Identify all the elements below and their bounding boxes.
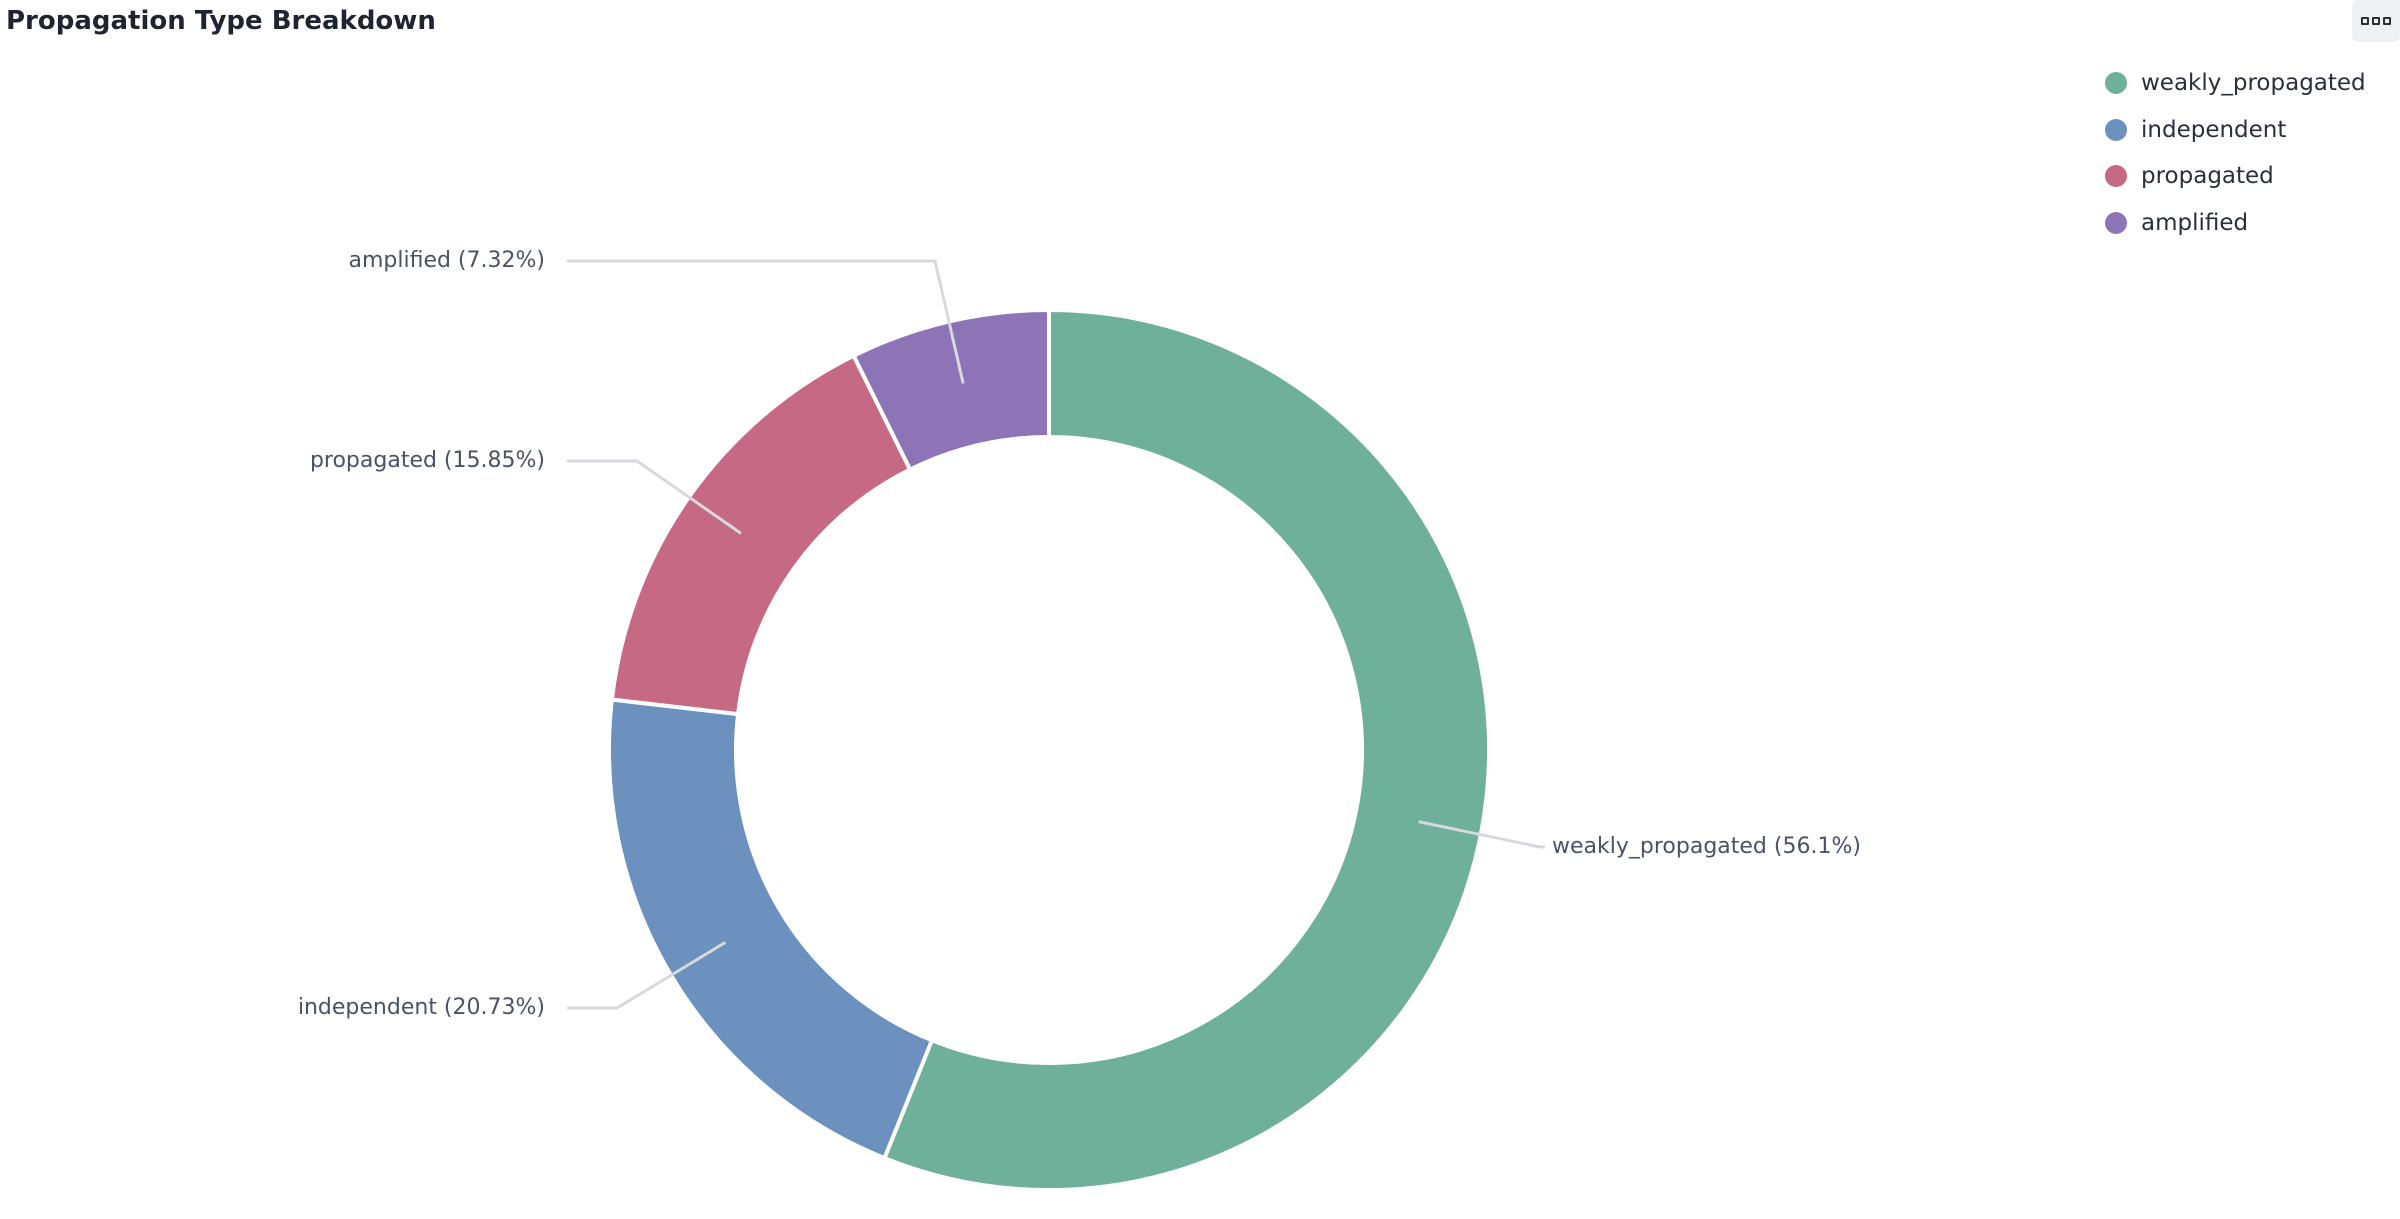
legend-swatch (2105, 165, 2127, 188)
legend-swatch (2105, 72, 2127, 95)
page-title: Propagation Type Breakdown (6, 6, 436, 36)
slice-weakly-propagated[interactable] (881, 307, 1491, 1192)
slice-label-weakly-propagated: weakly_propagated (56.1%) (1552, 834, 1861, 859)
legend-item-propagated[interactable]: propagated (2105, 153, 2366, 200)
slice-label-independent: independent (20.73%) (298, 995, 545, 1020)
legend-label: propagated (2141, 163, 2274, 190)
legend-label: weakly_propagated (2141, 70, 2366, 97)
leader-line-amplified (567, 259, 965, 384)
chart-legend: weakly_propagated independent propagated am… (2105, 60, 2366, 246)
legend-item-independent[interactable]: independent (2105, 107, 2366, 154)
leader-line-weakly-propagated (1418, 820, 1545, 849)
slice-label-amplified: amplified (7.32%) (348, 248, 545, 273)
leader-line-propagated (567, 459, 742, 535)
menu-dot-icon (2372, 17, 2380, 25)
legend-swatch (2105, 118, 2127, 141)
slice-amplified[interactable] (851, 307, 1051, 473)
legend-label: independent (2141, 116, 2287, 143)
leader-line-independent (567, 941, 727, 1010)
slice-propagated[interactable] (609, 353, 913, 717)
slice-label-propagated: propagated (15.85%) (310, 448, 545, 473)
slice-independent[interactable] (607, 697, 935, 1161)
menu-dot-icon (2361, 17, 2369, 25)
legend-item-amplified[interactable]: amplified (2105, 200, 2366, 247)
legend-swatch (2105, 211, 2127, 234)
menu-dot-icon (2383, 17, 2391, 25)
legend-label: amplified (2141, 209, 2249, 236)
panel-menu-button[interactable] (2352, 0, 2400, 42)
legend-item-weakly-propagated[interactable]: weakly_propagated (2105, 60, 2366, 107)
